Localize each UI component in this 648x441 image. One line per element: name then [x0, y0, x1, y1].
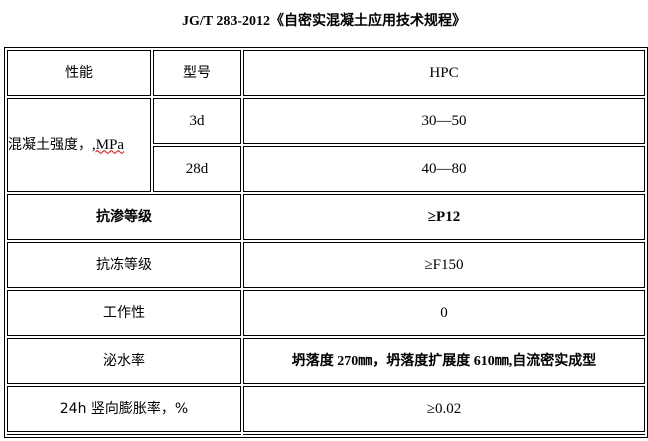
row-label: 工作性	[7, 290, 241, 336]
row-label: 抗渗等级	[7, 194, 241, 240]
table-row: 泌水率 坍落度 270㎜，坍落度扩展度 610㎜,自流密实成型	[7, 338, 645, 384]
strength-label-unit: ,MPa	[92, 136, 125, 153]
strength-age: 28d	[153, 146, 241, 192]
strength-label-cn: 混凝土强度，	[8, 136, 92, 153]
row-label: 泌水率	[7, 338, 241, 384]
strength-label: 混凝土强度，,MPa	[7, 98, 151, 192]
strength-age: 3d	[153, 98, 241, 144]
row-value: 0	[243, 290, 645, 336]
strength-value: 40—80	[243, 146, 645, 192]
table-row: 抗冻等级 ≥F150	[7, 242, 645, 288]
row-value: 坍落度 270㎜，坍落度扩展度 610㎜,自流密实成型	[243, 338, 645, 384]
row-value: ≥0.02	[243, 386, 645, 432]
table-header-row: 性能 型号 HPC	[7, 50, 645, 96]
table-row: 24h 竖向膨胀率，% ≥0.02	[7, 386, 645, 432]
table-row: 抗渗等级 ≥P12	[7, 194, 645, 240]
table-row: 28d 40—80	[7, 146, 645, 192]
row-value: ≥F150	[243, 242, 645, 288]
table-row: 工作性 0	[7, 290, 645, 336]
row-label: 24h 竖向膨胀率，%	[7, 386, 241, 432]
header-model: 型号	[153, 50, 241, 96]
row-label: 抗冻等级	[7, 242, 241, 288]
header-property: 性能	[7, 50, 151, 96]
table-row: 混凝土强度，,MPa 3d 30—50	[7, 98, 645, 192]
row-label	[7, 434, 241, 435]
strength-value: 30—50	[243, 98, 645, 144]
row-value: ≥P12	[243, 194, 645, 240]
header-value: HPC	[243, 50, 645, 96]
document-title: JG/T 283-2012《自密实混凝土应用技术规程》	[181, 14, 467, 29]
spec-table: 性能 型号 HPC 混凝土强度，,MPa 3d 30—50 28d 40—80 …	[4, 47, 648, 438]
row-value	[243, 434, 645, 435]
table-row-partial	[7, 434, 645, 435]
